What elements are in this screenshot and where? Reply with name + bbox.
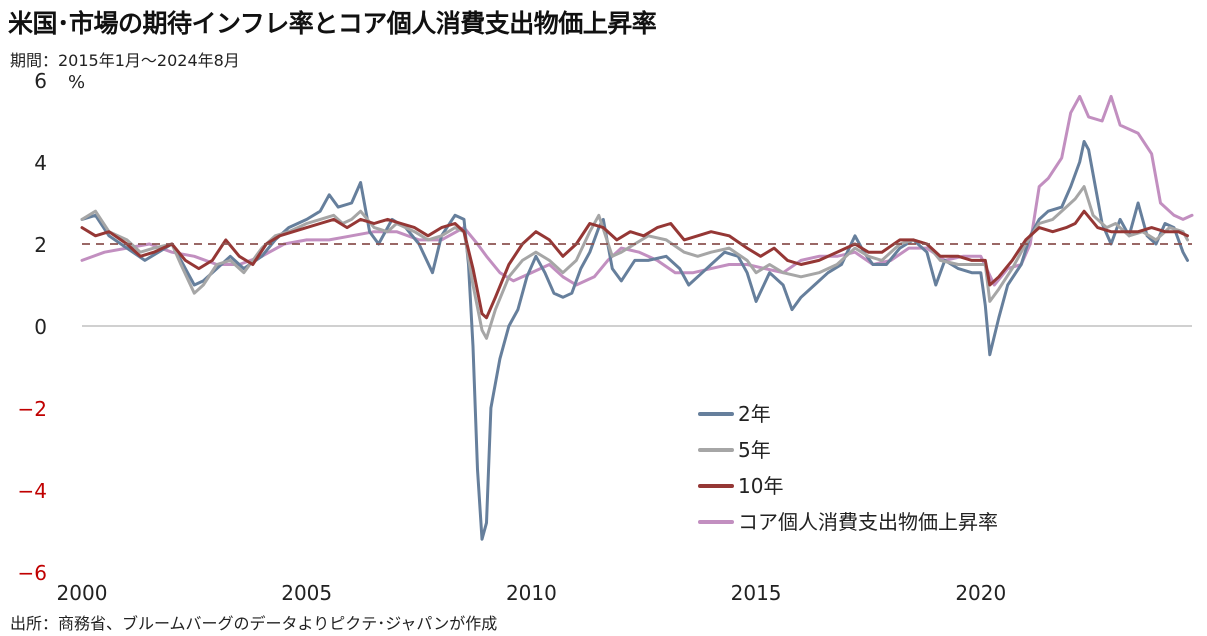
y-tick-label: −4 (18, 479, 47, 503)
x-tick-label: 2020 (955, 581, 1006, 605)
x-tick-label: 2000 (57, 581, 108, 605)
chart-title: 米国･市場の期待インフレ率とコア個人消費支出物価上昇率 (8, 9, 657, 38)
y-tick-label: 4 (34, 151, 47, 175)
x-tick-label: 2015 (731, 581, 782, 605)
y-tick-label: −6 (18, 561, 47, 585)
y-tick-label: −2 (18, 397, 47, 421)
y-axis-unit: % (68, 72, 85, 93)
x-tick-label: 2005 (281, 581, 332, 605)
line-5y (80, 185, 1189, 340)
chart-subtitle: 期間：2015年1月～2024年8月 (10, 51, 240, 70)
line-2y (80, 140, 1189, 541)
y-tick-label: 6 (34, 69, 47, 93)
legend-label: 2年 (738, 402, 771, 426)
line-core-pce (80, 94, 1194, 287)
y-tick-label: 0 (34, 315, 47, 339)
legend-label: 5年 (738, 438, 771, 462)
x-tick-label: 2010 (506, 581, 557, 605)
legend-label: コア個人消費支出物価上昇率 (738, 510, 998, 534)
source-note: 出所：商務省、ブルームバーグのデータよりピクテ･ジャパンが作成 (10, 614, 498, 633)
y-tick-label: 2 (34, 233, 47, 257)
legend-label: 10年 (738, 474, 783, 498)
line-10y (80, 209, 1189, 320)
